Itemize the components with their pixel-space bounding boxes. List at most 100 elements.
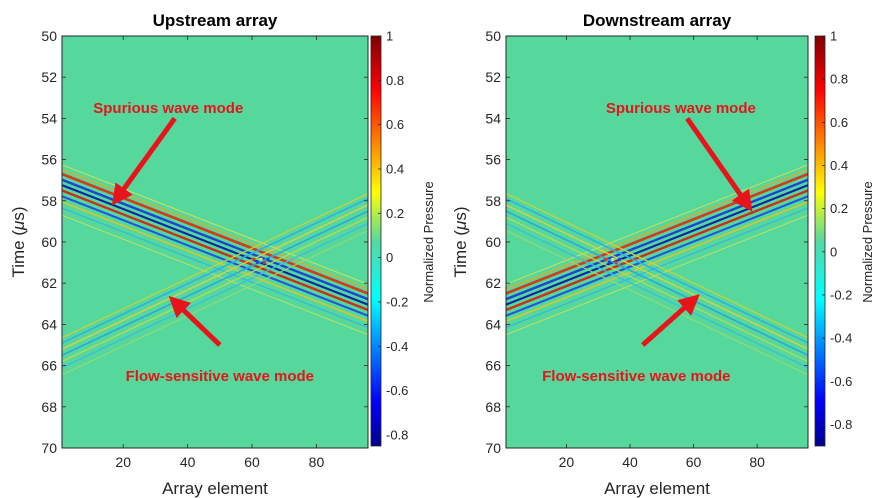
flow-sensitive-wave-mode-annotation-label: Flow-sensitive wave mode: [542, 368, 730, 385]
colorbar-label: Normalized Pressure: [421, 181, 436, 302]
interference-pixel: [259, 257, 263, 261]
y-tick-label: 62: [485, 275, 501, 291]
y-axis-label: Time (μs): [9, 206, 28, 277]
y-tick-label: 68: [485, 399, 501, 415]
interference-pixel: [611, 257, 615, 261]
colorbar-gradient: [814, 35, 826, 447]
flow-sensitive-wave-mode-band: [505, 210, 809, 357]
interference-pixel: [266, 257, 270, 261]
flow-sensitive-wave-mode-band: [61, 197, 369, 344]
y-tick-label: 58: [485, 193, 501, 209]
x-tick-label: 20: [115, 454, 131, 470]
x-axis-label: Array element: [162, 479, 268, 498]
y-axis-label: Time (μs): [451, 206, 470, 277]
colorbar-tick-label: 0.2: [830, 201, 848, 216]
flow-sensitive-wave-mode-band: [61, 210, 369, 357]
spurious-wave-mode-band: [61, 195, 369, 317]
x-tick-label: 60: [686, 454, 702, 470]
annotations-upstream: Spurious wave mode Flow-sensitive wave mo…: [93, 100, 314, 385]
spurious-wave-mode-band: [61, 201, 369, 322]
spurious-wave-mode-band: [505, 201, 809, 322]
y-tick-label: 52: [485, 69, 501, 85]
y-tick-label: 66: [485, 358, 501, 374]
x-tick-label: 80: [309, 454, 325, 470]
colorbar-downstream: 1 0.8 0.6 0.4 0.2 0 -0.2 -0.4 -0.6 -0.8 Normalize…: [814, 29, 875, 447]
interference-pixel: [604, 257, 608, 261]
chart-title: Downstream array: [583, 11, 732, 30]
spurious-wave-mode-arrow: [685, 116, 753, 212]
colorbar-label: Normalized Pressure: [860, 181, 875, 302]
flow-sensitive-wave-mode-band: [505, 230, 809, 376]
panel-downstream: 50 52 54 56 58 60 62 64 66 68 70 20 40 60 80 Downstre…: [451, 11, 875, 498]
colorbar-tick-label: 1: [830, 29, 837, 44]
colorbar-tick-label: 0.4: [386, 161, 404, 176]
flow-sensitive-wave-mode-arrow: [641, 294, 700, 347]
y-tick-label: 54: [41, 110, 57, 126]
spurious-wave-mode-annotation-label: Spurious wave mode: [93, 100, 243, 117]
colorbar-tick-label: -0.2: [830, 287, 852, 302]
y-tick-group: 50 52 54 56 58 60 62 64 66 68 70: [485, 28, 808, 456]
x-tick-label: 40: [622, 454, 638, 470]
spurious-wave-mode-band: [505, 214, 809, 336]
spurious-wave-mode-band: [505, 178, 809, 301]
y-tick-label: 62: [41, 275, 57, 291]
y-tick-label: 70: [485, 440, 501, 456]
x-tick-label: 20: [559, 454, 575, 470]
colorbar-tick-label: 0.8: [830, 72, 848, 87]
y-tick-label: 68: [41, 399, 57, 415]
interference-pixel: [262, 260, 266, 264]
spurious-wave-mode-band: [505, 164, 809, 285]
y-tick-label: 66: [41, 358, 57, 374]
heatmap-upstream: [61, 36, 369, 448]
y-tick-label: 70: [41, 440, 57, 456]
colorbar-tick-label: 0.6: [386, 117, 404, 132]
spurious-wave-mode-annotation-label: Spurious wave mode: [606, 100, 756, 117]
y-tick-group: 50 52 54 56 58 60 62 64 66 68 70: [41, 28, 368, 456]
flow-sensitive-wave-mode-band: [61, 230, 369, 376]
heatmap-background: [62, 36, 368, 448]
heatmap-background: [506, 36, 808, 448]
spurious-wave-mode-band: [505, 168, 809, 290]
flow-sensitive-wave-mode-arrow: [168, 295, 222, 347]
colorbar-tick-label: 0.6: [830, 115, 848, 130]
flow-sensitive-wave-mode-band: [61, 192, 369, 339]
colorbar-tick-label: 1: [386, 29, 393, 44]
spurious-wave-mode-arrow: [111, 116, 177, 206]
colorbar-tick-label: -0.4: [830, 331, 852, 346]
x-tick-group: 20 40 60 80: [559, 36, 765, 470]
colorbar-tick-label: 0: [386, 250, 393, 265]
panel-upstream: 50 52 54 56 58 60 62 64 66 68 70 20 40 60 80 Upstream…: [9, 11, 436, 498]
colorbar-upstream: 1 0.8 0.6 0.4 0.2 0 -0.2 -0.4 -0.6 -0.8 Normalize…: [370, 29, 436, 447]
flow-sensitive-wave-mode-band: [61, 222, 369, 369]
spurious-wave-mode-band: [505, 172, 809, 295]
interference-pixel: [252, 257, 256, 261]
y-tick-label: 64: [41, 316, 57, 332]
spurious-wave-mode-band: [505, 207, 809, 329]
colorbar-tick-label: -0.6: [830, 374, 852, 389]
x-axis-label: Array element: [604, 479, 710, 498]
flow-sensitive-wave-mode-band: [61, 216, 369, 363]
colorbar-tick-label: -0.8: [386, 427, 408, 442]
y-tick-label: 60: [41, 234, 57, 250]
y-tick-label: 64: [485, 316, 501, 332]
interference-pixel: [614, 260, 618, 264]
colorbar-tick-label: -0.8: [830, 417, 852, 432]
y-tick-label: 52: [41, 69, 57, 85]
x-tick-label: 60: [244, 454, 260, 470]
interference-pixel: [255, 260, 259, 264]
colorbar-tick-label: -0.2: [386, 294, 408, 309]
colorbar-tick-label: 0: [830, 244, 837, 259]
y-tick-label: 50: [485, 28, 501, 44]
interference-pixel: [618, 257, 622, 261]
colorbar-tick-label: 0.4: [830, 158, 848, 173]
y-tick-label: 54: [485, 110, 501, 126]
heatmap-downstream: [505, 36, 809, 448]
y-tick-label: 56: [485, 152, 501, 168]
y-tick-label: 60: [485, 234, 501, 250]
flow-sensitive-wave-mode-annotation-label: Flow-sensitive wave mode: [126, 368, 314, 385]
colorbar-gradient: [370, 35, 382, 447]
x-tick-label: 40: [180, 454, 196, 470]
y-tick-label: 58: [41, 193, 57, 209]
